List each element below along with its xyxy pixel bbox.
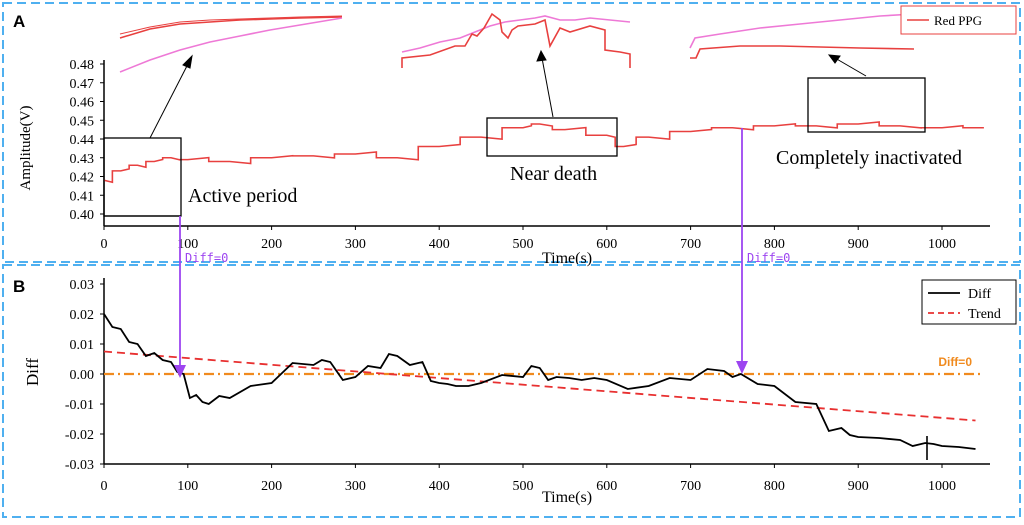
ytick-label-a-3: 0.43 — [70, 152, 95, 167]
xtick-label-a-1: 100 — [177, 237, 198, 252]
ytick-label-a-2: 0.42 — [70, 171, 95, 186]
xtick-label-b-6: 600 — [596, 479, 617, 494]
xtick-label-a-2: 200 — [261, 237, 282, 252]
inset-active-red-trace — [119, 16, 343, 39]
xtick-label-b-10: 1000 — [928, 479, 956, 494]
ytick-label-b-0: 0.03 — [70, 278, 95, 293]
xtick-label-a-3: 300 — [345, 237, 366, 252]
legend-a-label: Red PPG — [934, 13, 982, 28]
legend-a: Red PPG — [900, 5, 1017, 35]
arrow-near — [541, 57, 554, 118]
ytick-label-b-4: -0.01 — [65, 398, 94, 413]
inset-inactive-red-trace — [690, 45, 915, 59]
ytick-label-a-6: 0.46 — [70, 96, 95, 111]
ytick-label-a-5: 0.45 — [70, 114, 95, 129]
axis-b-xlabel: Time(s) — [542, 489, 592, 506]
diff-series-line — [103, 313, 976, 450]
trend-series-line — [103, 350, 976, 422]
axes-b — [103, 278, 990, 465]
xtick-label-a-6: 600 — [596, 237, 617, 252]
ytick-label-a-4: 0.44 — [70, 133, 95, 148]
ytick-label-b-5: -0.02 — [65, 428, 94, 443]
ytick-label-a-1: 0.41 — [70, 189, 95, 204]
xtick-label-b-7: 700 — [680, 479, 701, 494]
ytick-label-a-0: 0.40 — [70, 208, 95, 223]
xtick-label-a-9: 900 — [848, 237, 869, 252]
diff-zero-markers: Diff=0 Diff=0 — [174, 128, 790, 378]
box-active — [103, 137, 182, 217]
ytick-label-a-8: 0.48 — [70, 58, 95, 73]
arrow-inactive — [834, 57, 867, 77]
xtick-label-b-5: 500 — [513, 479, 534, 494]
xtick-label-b-8: 800 — [764, 479, 785, 494]
legend-b-trend-label: Trend — [968, 307, 1001, 322]
arrow-near-head — [536, 49, 547, 62]
panel-a-label: A — [13, 12, 25, 31]
marker-arrowhead-2 — [736, 361, 748, 374]
annotation-active: Active period — [188, 185, 297, 207]
xtick-label-a-0: 0 — [101, 237, 108, 252]
ytick-label-b-1: 0.02 — [70, 308, 95, 323]
arrow-inactive-head — [827, 54, 841, 64]
panel-b-frame — [2, 264, 1021, 518]
axis-a-xlabel: Time(s) — [542, 250, 592, 267]
xtick-label-b-3: 300 — [345, 479, 366, 494]
legend-b: Diff Trend — [921, 279, 1017, 325]
xtick-label-b-9: 900 — [848, 479, 869, 494]
xtick-label-b-2: 200 — [261, 479, 282, 494]
zero-reference-label: Diff=0 — [938, 355, 972, 369]
ppg-series-line — [103, 121, 984, 184]
inset-near — [401, 12, 631, 68]
arrow-active — [149, 61, 190, 139]
marker-arrowhead-1 — [174, 365, 186, 378]
ticks-b: 0.03 0.02 0.01 0.00 -0.01 -0.02 -0.03 0 100 200 30… — [65, 278, 956, 494]
arrow-active-head — [182, 54, 193, 69]
xtick-label-b-4: 400 — [429, 479, 450, 494]
xtick-label-a-8: 800 — [764, 237, 785, 252]
legend-b-box — [921, 279, 1017, 325]
box-near — [486, 117, 618, 157]
box-inactive — [807, 77, 926, 133]
ytick-label-b-3: 0.00 — [70, 368, 95, 383]
ytick-label-b-6: -0.03 — [65, 458, 94, 473]
inset-near-red-trace — [401, 12, 631, 68]
annotation-boxes — [103, 77, 926, 217]
inset-active-pink-trace — [119, 17, 343, 73]
xtick-label-b-0: 0 — [101, 479, 108, 494]
axis-a-ylabel: Amplitude(V) — [18, 106, 34, 191]
xtick-label-b-1: 100 — [177, 479, 198, 494]
inset-active-red-trace-2 — [119, 15, 343, 35]
marker-label-2: Diff=0 — [747, 251, 790, 265]
xtick-label-a-4: 400 — [429, 237, 450, 252]
ticks-a: 0.40 0.41 0.42 0.43 0.44 0.45 0.46 0.47 0.48 0 100… — [70, 58, 957, 252]
annotation-near: Near death — [510, 163, 597, 185]
ytick-label-b-2: 0.01 — [70, 338, 95, 353]
annotation-inactive: Completely inactivated — [776, 147, 962, 169]
inset-inactive-pink-trace — [689, 13, 915, 49]
annotation-arrows — [149, 49, 867, 139]
marker-label-1: Diff=0 — [185, 251, 228, 265]
panel-b-label: B — [13, 277, 25, 296]
xtick-label-a-5: 500 — [513, 237, 534, 252]
inset-inactive — [689, 13, 915, 59]
inset-near-pink-trace — [401, 15, 631, 53]
legend-b-diff-label: Diff — [968, 287, 991, 302]
xtick-label-a-10: 1000 — [928, 237, 956, 252]
inset-active — [119, 15, 343, 73]
axis-b-ylabel: Diff — [23, 358, 42, 386]
panel-a-frame — [2, 2, 1021, 263]
xtick-label-a-7: 700 — [680, 237, 701, 252]
ytick-label-a-7: 0.47 — [70, 77, 95, 92]
